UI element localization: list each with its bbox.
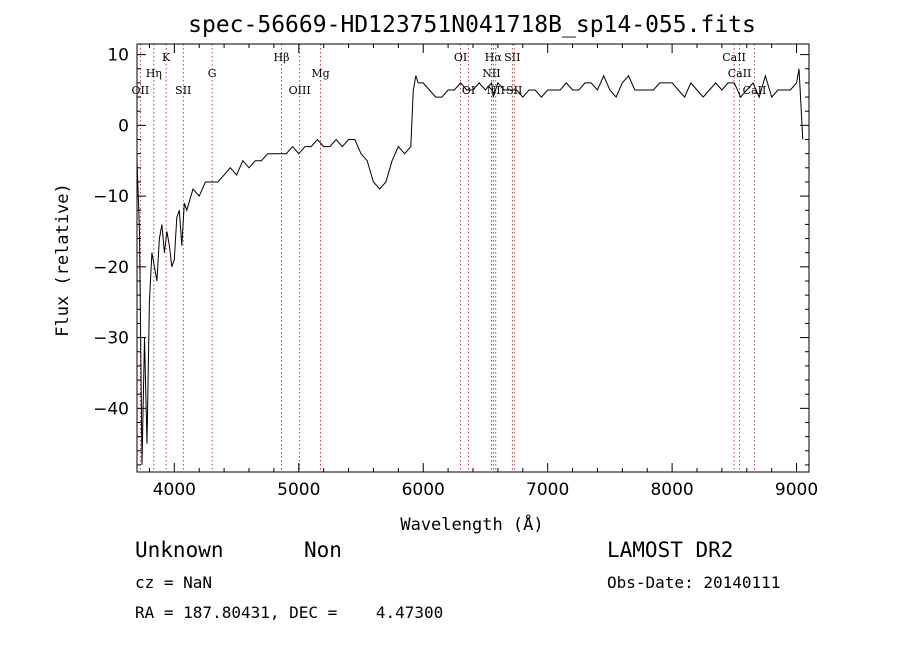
chart-title: spec-56669-HD123751N041718B_sp14-055.fit… (188, 12, 756, 38)
line-label-5: Hβ (274, 51, 290, 64)
plot-frame (136, 43, 810, 473)
line-label-4: G (208, 67, 217, 80)
line-label-10: NII (482, 67, 500, 80)
line-label-16: CaII (728, 67, 752, 80)
y-tick-label-4: −30 (93, 329, 129, 349)
line-label-2: K (162, 51, 171, 64)
object-subclass: Non (304, 538, 342, 562)
object-class: Unknown (135, 538, 224, 562)
x-axis-ticks: 4000 5000 6000 7000 8000 9000 (148, 44, 818, 500)
x-tick-label-1: 5000 (277, 480, 320, 500)
y-tick-label-1: 0 (118, 116, 129, 136)
line-label-13: SII (504, 51, 520, 64)
y-tick-label-3: −20 (93, 258, 129, 278)
y-axis-label: Flux (relative) (53, 183, 73, 337)
survey-name: LAMOST DR2 (607, 538, 734, 562)
line-label-0: OII (132, 84, 150, 97)
spectrum-series-line (136, 68, 804, 465)
x-tick-label-3: 7000 (526, 480, 569, 500)
line-label-3: SII (175, 84, 191, 97)
emission-line-markers: OIIHηKSIIGHβOIIIMgOIOINIIHαNIISIISIICaII… (132, 44, 766, 472)
coordinates: RA = 187.80431, DEC = 4.47300 (135, 603, 444, 622)
x-tick-label-0: 4000 (153, 480, 196, 500)
y-axis-ticks: 10 0 −10 −20 −30 −40 (93, 46, 809, 466)
x-tick-label-5: 9000 (775, 480, 818, 500)
line-label-15: CaII (722, 51, 746, 64)
y-tick-label-2: −10 (93, 187, 129, 207)
x-tick-label-2: 6000 (402, 480, 445, 500)
line-label-6: OIII (289, 84, 311, 97)
redshift-cz: cz = NaN (135, 573, 213, 592)
line-label-7: Mg (311, 67, 329, 80)
y-tick-label-0: 10 (107, 46, 129, 66)
x-axis-label: Wavelength (Å) (400, 513, 543, 535)
x-tick-label-4: 8000 (650, 480, 693, 500)
line-label-11: Hα (485, 51, 503, 64)
observation-date: Obs-Date: 20140111 (607, 573, 781, 592)
line-label-1: Hη (146, 67, 162, 80)
line-label-8: OI (454, 51, 467, 64)
y-tick-label-5: −40 (93, 399, 129, 419)
